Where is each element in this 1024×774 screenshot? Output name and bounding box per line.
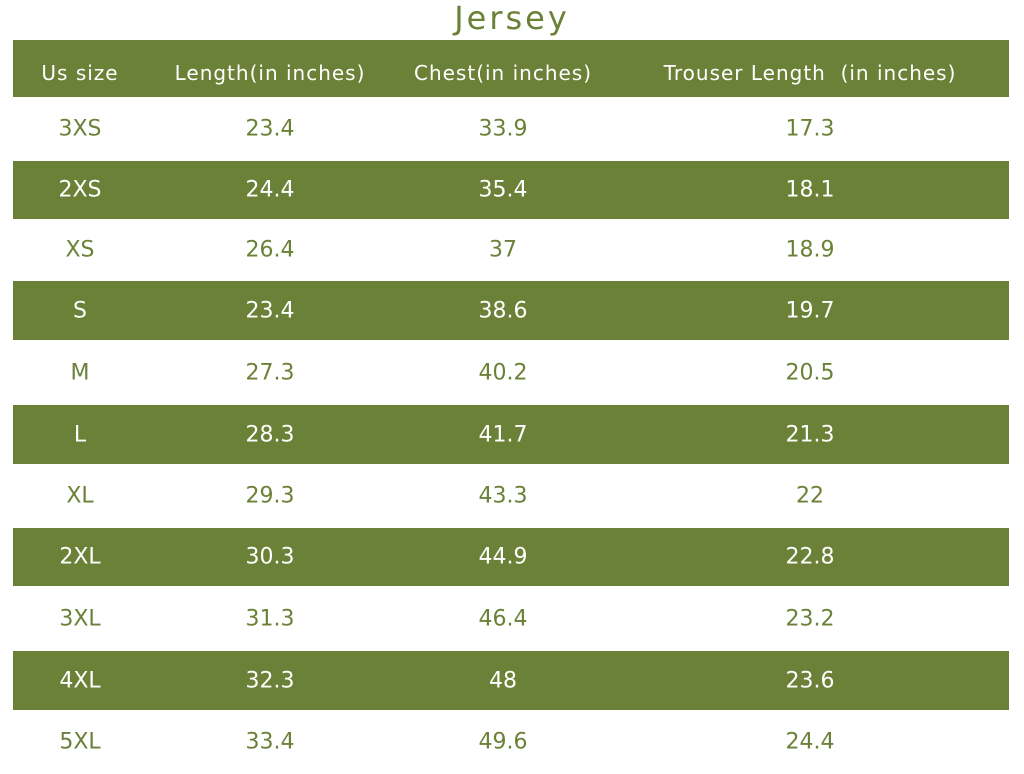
table-cell: S (73, 298, 87, 323)
table-cell: 29.3 (245, 483, 295, 509)
table-cell: 23.6 (785, 668, 835, 693)
row-band (13, 161, 1009, 219)
table-cell: 22 (796, 483, 824, 509)
row-band (13, 651, 1009, 710)
table-cell: 21.3 (785, 422, 835, 447)
header-cell: Trouser Length (in inches) (663, 61, 957, 85)
header-cell: Chest(in inches) (413, 61, 593, 85)
table-cell: 28.3 (245, 422, 295, 447)
table-cell: 4XL (59, 668, 101, 693)
title: Jersey (454, 0, 570, 37)
table-cell: 3XL (59, 606, 101, 631)
table-cell: 41.7 (478, 422, 528, 447)
table-cell: 30.3 (245, 544, 295, 570)
table-cell: 27.3 (245, 360, 295, 385)
table-cell: 23.4 (245, 298, 295, 323)
table-cell: 35.4 (478, 177, 528, 203)
table-cell: 24.4 (245, 177, 295, 203)
table-cell: 22.8 (785, 544, 835, 570)
table-cell: 38.6 (478, 298, 528, 323)
table-cell: 44.9 (478, 544, 528, 570)
table-cell: 23.2 (785, 606, 835, 631)
header-cell: Length(in inches) (174, 61, 366, 85)
table-cell: 2XS (58, 177, 102, 203)
table-cell: 31.3 (245, 606, 295, 631)
header-cell: Us size (41, 61, 119, 85)
table-cell: 37 (489, 237, 517, 263)
table-cell: 18.1 (785, 177, 835, 203)
table-cell: XL (66, 483, 94, 509)
table-cell: 46.4 (478, 606, 528, 631)
table-cell: 18.9 (785, 237, 835, 263)
table-cell: 19.7 (785, 298, 835, 323)
table-cell: 17.3 (785, 116, 835, 142)
table-cell: 2XL (59, 544, 101, 570)
table-cell: L (73, 422, 87, 447)
table-cell: 26.4 (245, 237, 295, 263)
table-cell: 32.3 (245, 668, 295, 693)
table-cell: 40.2 (478, 360, 528, 385)
table-cell: 3XS (58, 116, 102, 142)
table-cell: 49.6 (478, 729, 528, 755)
table-cell: 5XL (59, 729, 101, 755)
table-cell: 23.4 (245, 116, 295, 142)
row-band (13, 528, 1009, 586)
table-cell: M (70, 360, 90, 385)
table-cell: 24.4 (785, 729, 835, 755)
table-cell: 43.3 (478, 483, 528, 509)
table-cell: 33.4 (245, 729, 295, 755)
table-cell: 33.9 (478, 116, 528, 142)
table-cell: 20.5 (785, 360, 835, 385)
table-cell: 48 (489, 668, 517, 693)
row-band (13, 281, 1009, 340)
row-band (13, 405, 1009, 464)
header-band (13, 40, 1009, 97)
table-cell: XS (65, 237, 95, 263)
